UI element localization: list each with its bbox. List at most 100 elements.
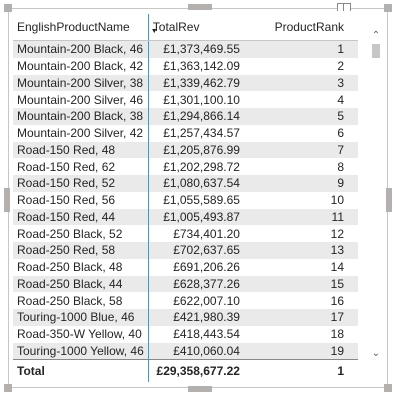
cell-product-rank: 9 xyxy=(243,175,358,192)
table-row[interactable]: Touring-1000 Yellow, 46 £410,060.04 19 xyxy=(13,342,358,360)
column-header-product-name[interactable]: EnglishProductName xyxy=(13,14,149,41)
cell-total-rev: £1,257,434.57 xyxy=(147,124,244,142)
chevron-down-icon[interactable]: ⌄ xyxy=(371,348,381,359)
cell-product-name: Road-150 Red, 52 xyxy=(13,175,149,192)
cell-product-rank: 14 xyxy=(243,258,358,276)
cell-total-rev: £1,301,100.10 xyxy=(147,91,244,108)
data-table: EnglishProductName ▼ TotalRev ProductRan… xyxy=(13,14,358,383)
cell-total-rev: £1,294,866.14 xyxy=(147,108,244,125)
cell-product-name: Mountain-200 Black, 42 xyxy=(13,57,149,75)
cell-total-rev: £702,637.65 xyxy=(147,242,244,259)
cell-total-rev: £622,007.10 xyxy=(147,292,244,309)
cell-product-name: Touring-1000 Blue, 46 xyxy=(13,309,149,326)
cell-product-name: Mountain-200 Black, 38 xyxy=(13,108,149,125)
table-row[interactable]: Road-250 Black, 58 £622,007.10 16 xyxy=(13,292,358,309)
table-row[interactable]: Mountain-200 Black, 42 £1,363,142.09 2 xyxy=(13,57,358,75)
table-row[interactable]: Road-250 Black, 52 £734,401.20 12 xyxy=(13,225,358,242)
column-header-total-rev[interactable]: ▼ TotalRev xyxy=(147,14,244,41)
total-row: Total £29,358,677.22 1 xyxy=(13,359,358,383)
header-row: EnglishProductName ▼ TotalRev ProductRan… xyxy=(13,14,358,41)
cell-product-name: Road-250 Black, 58 xyxy=(13,292,149,309)
total-label: Total xyxy=(13,359,149,383)
cell-total-rev: £1,005,493.87 xyxy=(147,208,244,226)
cell-product-rank: 4 xyxy=(243,91,358,108)
table-row[interactable]: Mountain-200 Silver, 42 £1,257,434.57 6 xyxy=(13,124,358,142)
cell-total-rev: £1,339,462.79 xyxy=(147,74,244,92)
table-row[interactable]: Road-150 Red, 62 £1,202,298.72 8 xyxy=(13,158,358,175)
cell-total-rev: £421,980.39 xyxy=(147,309,244,326)
cell-product-name: Road-250 Black, 48 xyxy=(13,258,149,276)
cell-product-name: Road-150 Red, 44 xyxy=(13,208,149,226)
focus-mode-icon[interactable] xyxy=(337,3,351,11)
cell-total-rev: £1,363,142.09 xyxy=(147,57,244,75)
chevron-up-icon[interactable]: ⌃ xyxy=(371,30,381,41)
cell-product-name: Touring-1000 Yellow, 46 xyxy=(13,342,149,360)
cell-product-rank: 18 xyxy=(243,325,358,343)
cell-total-rev: £1,055,589.65 xyxy=(147,191,244,209)
cell-product-rank: 10 xyxy=(243,191,358,209)
cell-product-name: Road-150 Red, 48 xyxy=(13,141,149,159)
cell-total-rev: £418,443.54 xyxy=(147,325,244,343)
table-row[interactable]: Mountain-200 Black, 46 £1,373,469.55 1 xyxy=(13,40,358,58)
table-row[interactable]: Road-350-W Yellow, 40 £418,443.54 18 xyxy=(13,325,358,343)
cell-product-rank: 7 xyxy=(243,141,358,159)
vertical-scrollbar[interactable]: ⌃ ⌄ xyxy=(370,30,382,360)
cell-total-rev: £1,202,298.72 xyxy=(147,158,244,175)
resize-handle-top-right[interactable] xyxy=(384,4,392,12)
resize-handle-top-left[interactable] xyxy=(4,4,12,12)
cell-product-name: Mountain-200 Silver, 46 xyxy=(13,91,149,108)
cell-product-name: Road-250 Red, 58 xyxy=(13,242,149,259)
resize-handle-bottom[interactable] xyxy=(188,386,212,392)
cell-product-rank: 5 xyxy=(243,108,358,125)
table-row[interactable]: Road-150 Red, 56 £1,055,589.65 10 xyxy=(13,191,358,209)
cell-product-rank: 2 xyxy=(243,57,358,75)
table-row[interactable]: Road-150 Red, 48 £1,205,876.99 7 xyxy=(13,141,358,159)
resize-handle-top[interactable] xyxy=(188,4,212,10)
cell-product-name: Mountain-200 Black, 46 xyxy=(13,40,149,58)
cell-product-rank: 16 xyxy=(243,292,358,309)
cell-product-rank: 6 xyxy=(243,124,358,142)
sort-descending-icon[interactable]: ▼ xyxy=(150,28,158,35)
cell-product-name: Road-250 Black, 44 xyxy=(13,275,149,293)
resize-handle-right[interactable] xyxy=(386,188,392,212)
total-rev: £29,358,677.22 xyxy=(147,359,244,383)
cell-product-rank: 15 xyxy=(243,275,358,293)
cell-product-name: Road-150 Red, 56 xyxy=(13,191,149,209)
cell-product-name: Road-350-W Yellow, 40 xyxy=(13,325,149,343)
table-row[interactable]: Mountain-200 Silver, 38 £1,339,462.79 3 xyxy=(13,74,358,92)
cell-product-rank: 12 xyxy=(243,225,358,242)
cell-total-rev: £1,205,876.99 xyxy=(147,141,244,159)
cell-total-rev: £410,060.04 xyxy=(147,342,244,360)
table-row[interactable]: Touring-1000 Blue, 46 £421,980.39 17 xyxy=(13,309,358,326)
cell-product-rank: 19 xyxy=(243,342,358,360)
cell-product-name: Mountain-200 Silver, 38 xyxy=(13,74,149,92)
table-row[interactable]: Road-150 Red, 44 £1,005,493.87 11 xyxy=(13,208,358,226)
cell-total-rev: £691,206.26 xyxy=(147,258,244,276)
table-row[interactable]: Mountain-200 Silver, 46 £1,301,100.10 4 xyxy=(13,91,358,108)
total-rank: 1 xyxy=(243,359,358,383)
cell-total-rev: £1,373,469.55 xyxy=(147,40,244,58)
resize-handle-bottom-right[interactable] xyxy=(384,384,392,392)
cell-total-rev: £1,080,637.54 xyxy=(147,175,244,192)
cell-product-name: Road-150 Red, 62 xyxy=(13,158,149,175)
cell-total-rev: £734,401.20 xyxy=(147,225,244,242)
column-header-product-rank[interactable]: ProductRank xyxy=(243,14,358,41)
resize-handle-bottom-left[interactable] xyxy=(4,384,12,392)
table-row[interactable]: Road-250 Black, 44 £628,377.26 15 xyxy=(13,275,358,293)
cell-product-rank: 8 xyxy=(243,158,358,175)
cell-product-name: Mountain-200 Silver, 42 xyxy=(13,124,149,142)
resize-handle-left[interactable] xyxy=(4,188,10,212)
table-row[interactable]: Road-150 Red, 52 £1,080,637.54 9 xyxy=(13,175,358,192)
table-row[interactable]: Road-250 Black, 48 £691,206.26 14 xyxy=(13,258,358,276)
table-row[interactable]: Mountain-200 Black, 38 £1,294,866.14 5 xyxy=(13,108,358,125)
table-row[interactable]: Road-250 Red, 58 £702,637.65 13 xyxy=(13,242,358,259)
cell-product-name: Road-250 Black, 52 xyxy=(13,225,149,242)
cell-product-rank: 1 xyxy=(243,40,358,58)
cell-total-rev: £628,377.26 xyxy=(147,275,244,293)
cell-product-rank: 13 xyxy=(243,242,358,259)
column-header-total-rev-label: TotalRev xyxy=(152,20,200,34)
cell-product-rank: 3 xyxy=(243,74,358,92)
cell-product-rank: 11 xyxy=(243,208,358,226)
cell-product-rank: 17 xyxy=(243,309,358,326)
scroll-thumb[interactable] xyxy=(372,44,380,58)
